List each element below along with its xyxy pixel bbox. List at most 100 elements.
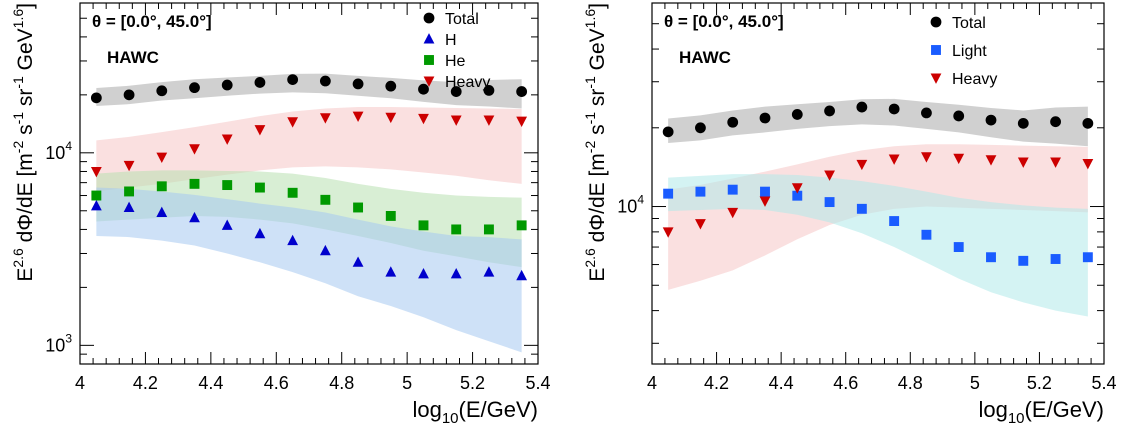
point-heavy-9 (385, 112, 397, 124)
series-heavy (662, 152, 1094, 238)
band-total (668, 98, 1088, 147)
series-he (91, 178, 527, 235)
theta-annotation: θ = [0.0°, 45.0°] (664, 12, 784, 31)
point-total-9 (385, 80, 397, 92)
plot-area (90, 73, 528, 353)
point-h-6 (287, 234, 299, 246)
chart-left-hawc-components: 4 4.2 4.4 4.6 4.8 5 5.2 5.4 103 104 log10(E/GeV) E2… (10, 2, 551, 425)
point-total-10 (418, 83, 429, 95)
point-heavy-4 (791, 183, 803, 194)
point-total-12 (483, 84, 495, 96)
x-tick-label: 5.4 (525, 373, 550, 393)
point-total-10 (985, 114, 997, 126)
x-tick-label: 4.8 (329, 373, 354, 393)
point-heavy-1 (123, 160, 135, 172)
point-light-2 (727, 184, 738, 195)
x-tick-label: 4.6 (264, 373, 289, 393)
point-he-8 (353, 202, 364, 213)
point-total-7 (319, 75, 331, 87)
point-total-8 (352, 78, 364, 90)
point-he-3 (189, 178, 200, 189)
point-total-11 (450, 86, 462, 97)
point-total-2 (727, 116, 739, 128)
point-total-5 (824, 105, 835, 117)
point-h-11 (450, 268, 462, 279)
x-axis-label: log10(E/GeV) (978, 397, 1104, 425)
y-tick-label: 103 (45, 331, 72, 355)
point-heavy-4 (221, 134, 233, 145)
point-light-9 (953, 242, 964, 252)
point-total-5 (254, 77, 266, 88)
point-heavy-5 (824, 170, 835, 181)
x-tick-label: 4.4 (769, 373, 794, 393)
point-heavy-1 (695, 219, 706, 230)
point-total-7 (888, 103, 900, 115)
plot-area (662, 98, 1094, 317)
x-tick-label: 4.2 (704, 373, 729, 393)
y-axis-label: E2.6 dΦ/dE [m-2 s-1 sr-1 GeV1.6] (582, 3, 609, 282)
band-total (96, 73, 522, 109)
point-heavy-12 (483, 115, 495, 126)
point-total-3 (189, 82, 200, 94)
series-total (662, 101, 1094, 138)
y-axis-label: E2.6 dΦ/dE [m-2 s-1 sr-1 GeV1.6] (10, 3, 37, 282)
point-total-13 (516, 86, 528, 97)
x-tick-label: 4.2 (133, 373, 158, 393)
x-tick-label: 4 (647, 373, 657, 393)
point-light-1 (695, 186, 706, 197)
point-heavy-7 (888, 154, 900, 165)
band-light (668, 174, 1088, 317)
point-total-3 (759, 112, 771, 124)
x-tick-label: 5 (970, 373, 980, 393)
point-he-7 (320, 194, 331, 205)
point-heavy-13 (1082, 159, 1094, 170)
point-total-1 (695, 122, 706, 134)
point-he-6 (287, 187, 298, 198)
point-heavy-13 (516, 116, 528, 128)
point-total-11 (1017, 117, 1029, 129)
point-he-4 (222, 180, 233, 191)
point-total-0 (662, 126, 674, 138)
point-light-5 (824, 197, 835, 208)
point-heavy-5 (254, 125, 266, 136)
point-light-6 (856, 203, 867, 214)
series-total (90, 74, 528, 104)
legend-marker-total (423, 12, 435, 24)
point-heavy-7 (319, 113, 331, 124)
point-heavy-3 (759, 196, 771, 207)
point-he-11 (451, 224, 462, 235)
legend-label-total: Total (445, 11, 479, 28)
legend-label-he: He (445, 53, 466, 70)
point-heavy-6 (287, 117, 299, 128)
legend-label-heavy: Heavy (445, 74, 490, 91)
point-he-0 (91, 190, 102, 201)
point-total-12 (1050, 116, 1061, 128)
series-light (663, 184, 1093, 266)
point-light-12 (1050, 254, 1061, 264)
x-tick-label: 4 (75, 373, 85, 393)
hawc-annotation: HAWC (107, 48, 159, 67)
point-heavy-0 (90, 166, 102, 178)
legend-marker-total (930, 16, 942, 28)
point-he-10 (418, 220, 429, 231)
point-total-1 (123, 89, 135, 101)
legend-label-light: Light (952, 43, 987, 60)
point-h-13 (516, 269, 528, 281)
point-light-8 (921, 229, 932, 240)
point-heavy-6 (856, 159, 868, 171)
point-h-12 (483, 266, 495, 277)
point-h-7 (319, 244, 331, 256)
point-light-11 (1018, 255, 1029, 266)
point-total-6 (287, 74, 299, 86)
point-h-0 (90, 200, 102, 211)
series-h (90, 200, 528, 281)
point-heavy-3 (189, 144, 200, 155)
series-heavy (90, 111, 528, 178)
point-heavy-11 (1017, 157, 1029, 168)
chart-right-hawc-light-heavy: 4 4.2 4.4 4.6 4.8 5 5.2 5.4 104 log10(E/GeV) E2.6 … (582, 2, 1117, 425)
point-he-13 (516, 220, 527, 231)
point-h-1 (123, 201, 135, 212)
point-he-12 (483, 224, 494, 235)
x-tick-label: 4.6 (833, 373, 858, 393)
legend-label-total: Total (952, 15, 986, 32)
